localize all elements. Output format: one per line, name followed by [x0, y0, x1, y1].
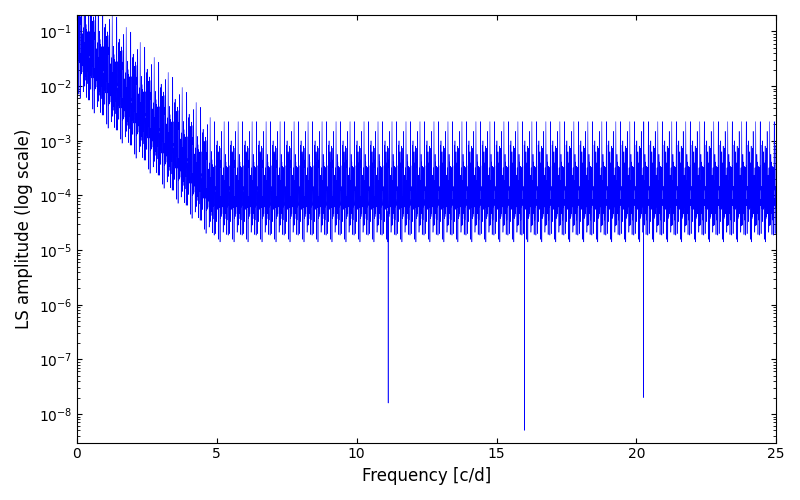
- X-axis label: Frequency [c/d]: Frequency [c/d]: [362, 467, 491, 485]
- Y-axis label: LS amplitude (log scale): LS amplitude (log scale): [15, 128, 33, 329]
